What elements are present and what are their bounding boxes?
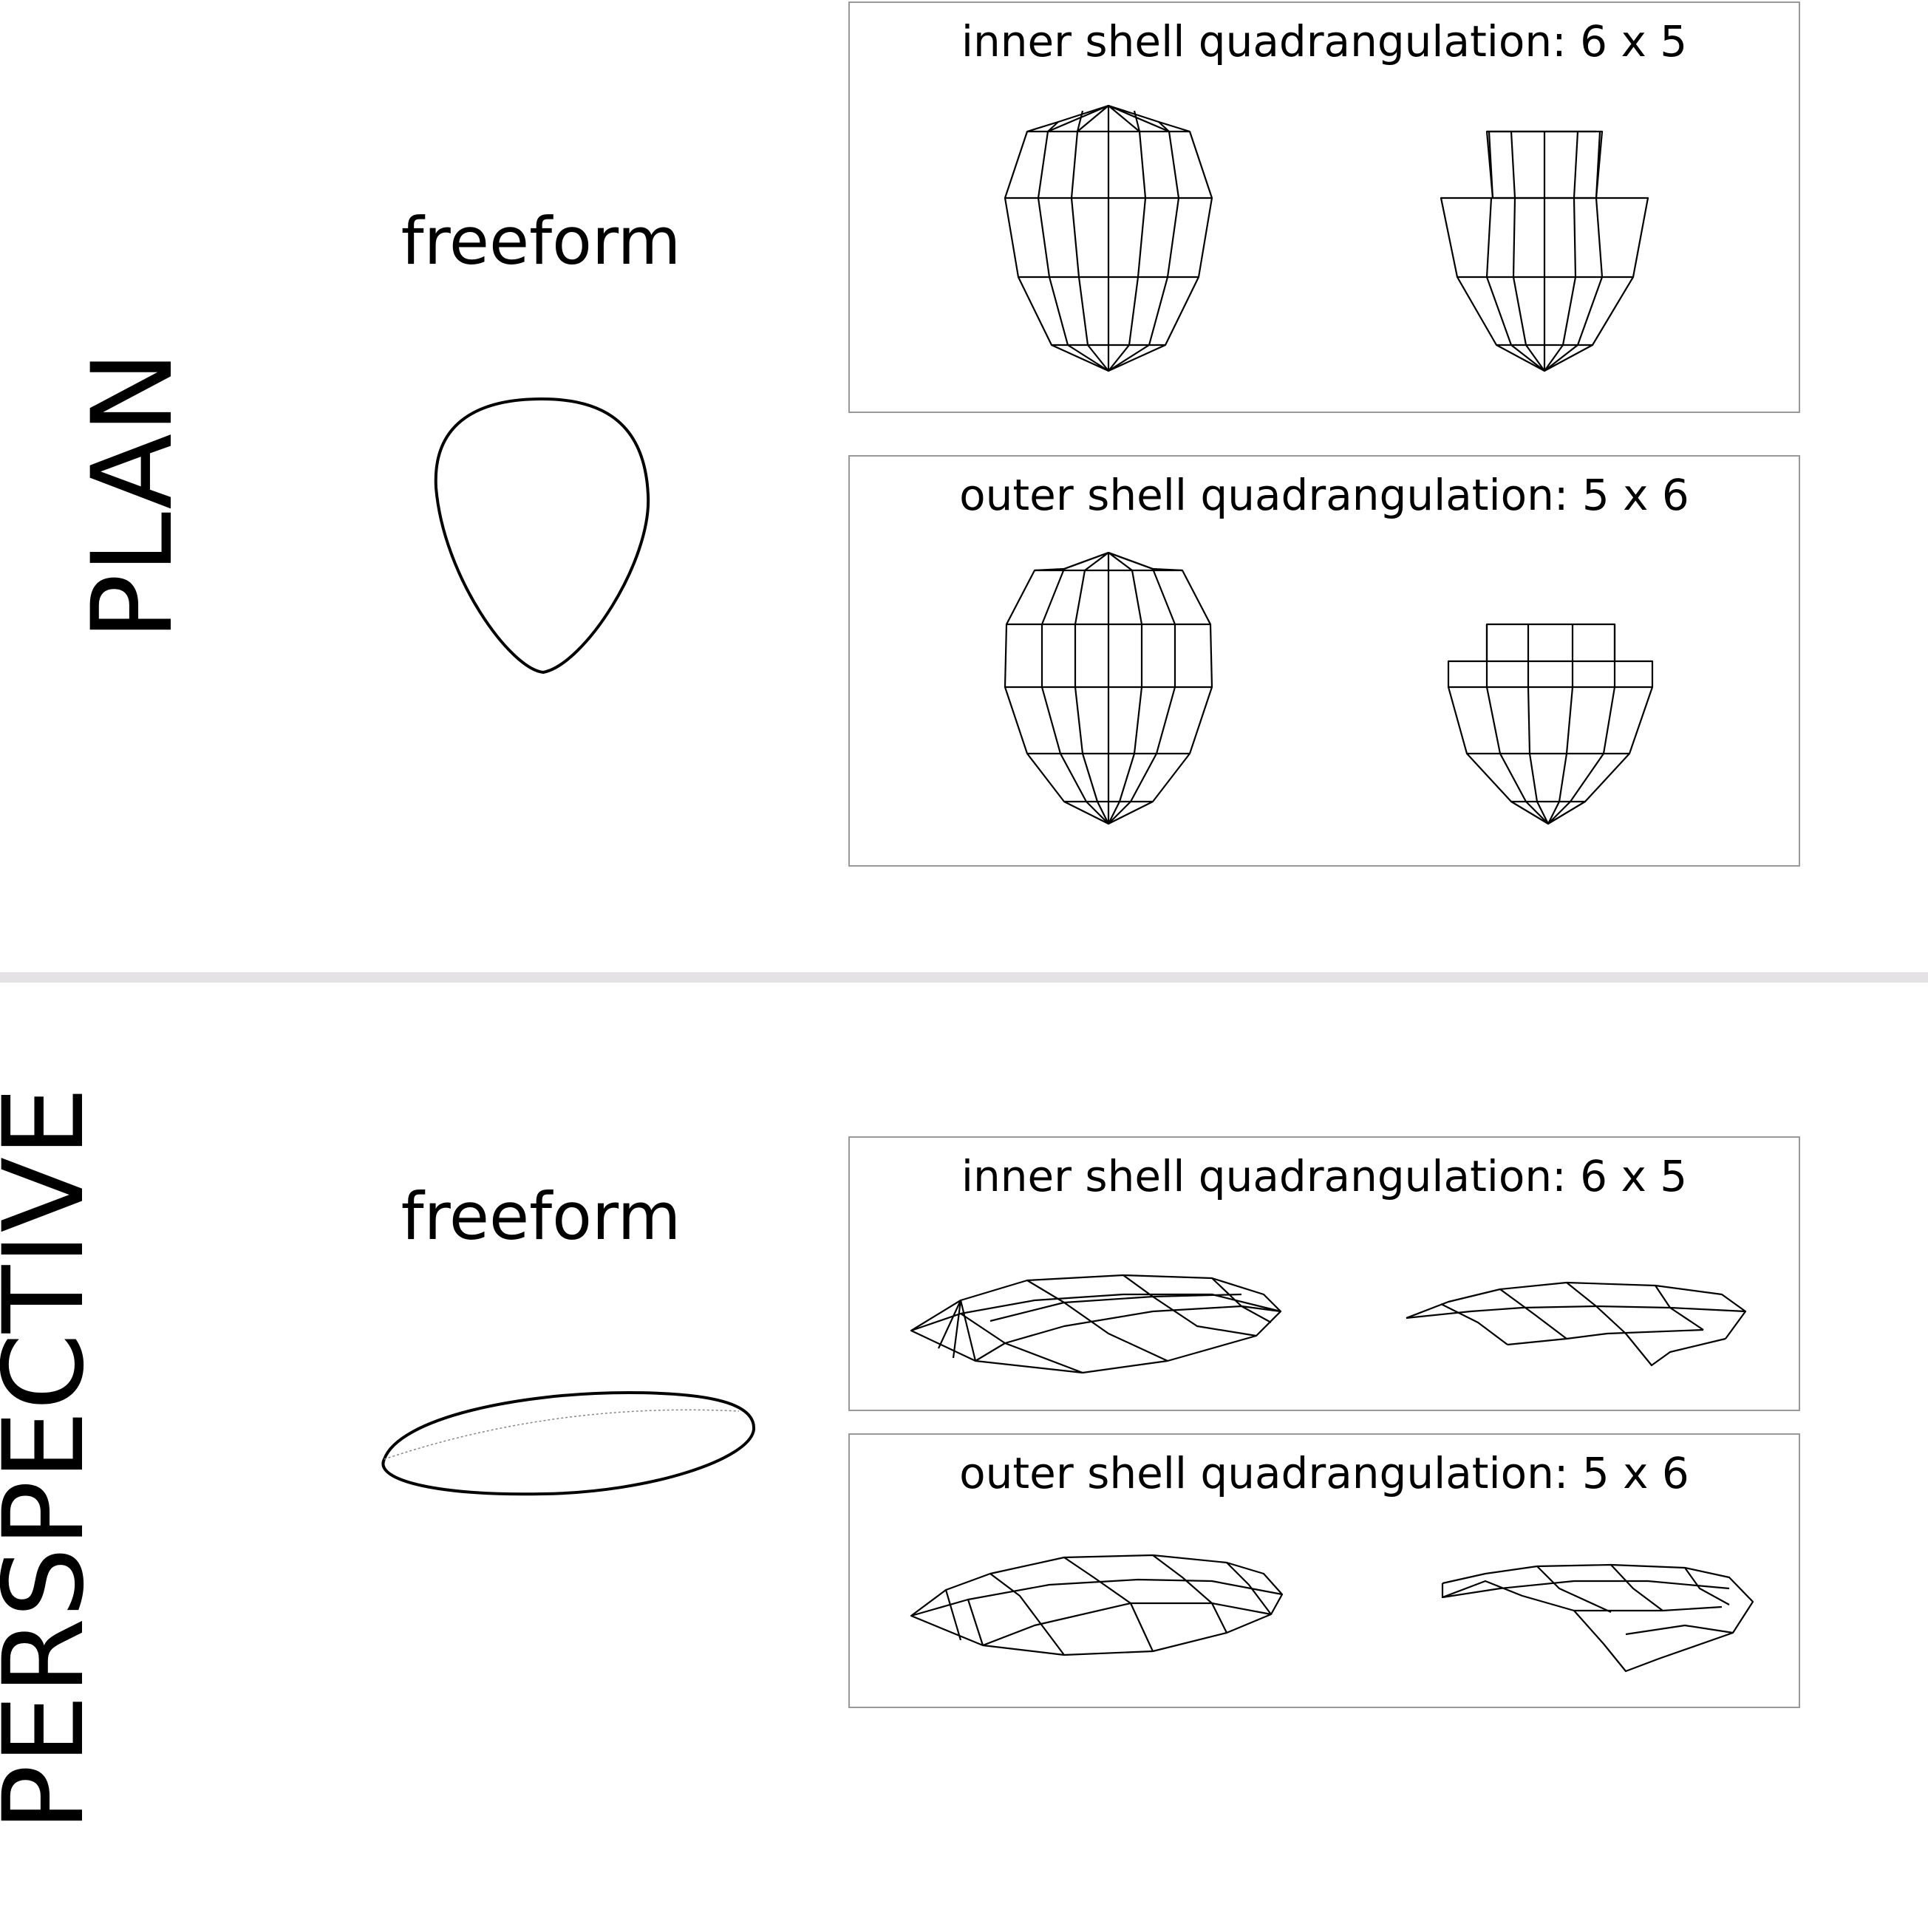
plan-outer-half-mesh: [1447, 623, 1654, 825]
plan-inner-shell-panel: inner shell quadrangulation: 6 x 5: [848, 1, 1800, 413]
plan-outer-shell-title: outer shell quadrangulation: 5 x 6: [959, 470, 1689, 520]
perspective-outer-half-mesh: [1441, 1563, 1754, 1673]
perspective-inner-half-mesh: [1406, 1281, 1747, 1367]
perspective-outer-shell-title: outer shell quadrangulation: 5 x 6: [959, 1448, 1689, 1498]
perspective-inner-full-mesh: [910, 1274, 1282, 1374]
perspective-freeform-crease: [384, 1409, 740, 1460]
plan-inner-half-mesh: [1440, 130, 1649, 372]
plan-inner-shell-title: inner shell quadrangulation: 6 x 5: [961, 16, 1688, 66]
drawings-layer: [381, 104, 1754, 1673]
perspective-inner-shell-panel: inner shell quadrangulation: 6 x 5: [848, 1136, 1800, 1411]
perspective-freeform-shape: [381, 1391, 756, 1496]
perspective-freeform-title: freeform: [401, 1178, 681, 1255]
perspective-outer-full-mesh: [910, 1554, 1284, 1656]
plan-outer-full-mesh: [1004, 551, 1213, 825]
perspective-inner-shell-title: inner shell quadrangulation: 6 x 5: [961, 1151, 1688, 1201]
plan-freeform-title: freeform: [401, 203, 681, 279]
section-divider: [0, 972, 1928, 983]
plan-freeform-egg: [434, 397, 650, 674]
plan-inner-full-mesh: [1004, 104, 1213, 372]
